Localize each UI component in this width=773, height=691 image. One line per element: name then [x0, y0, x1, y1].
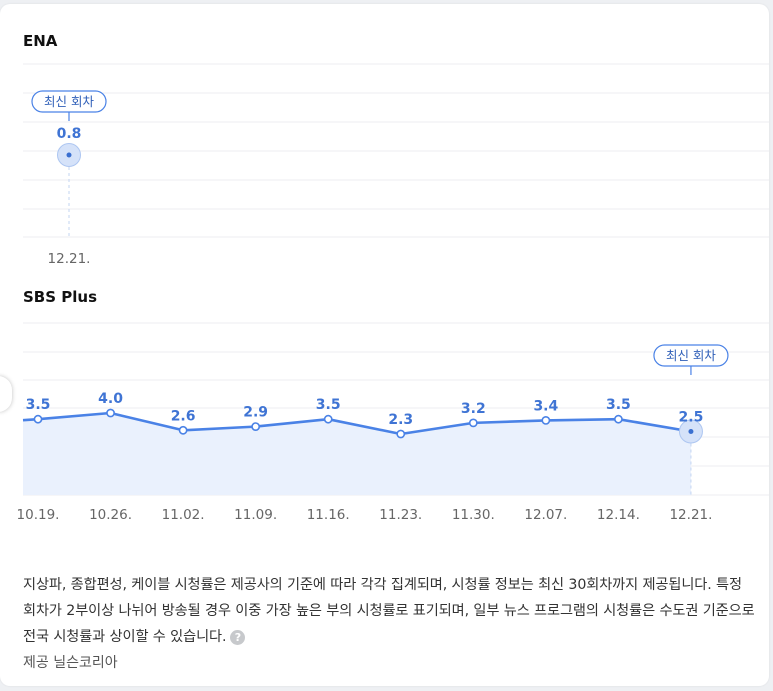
latest-episode-badge: 최신 회차 — [44, 94, 94, 109]
data-point — [614, 414, 623, 424]
data-label: 2.9 — [243, 405, 268, 421]
footnote-text: 지상파, 종합편성, 케이블 시청률은 제공사의 기준에 따라 각각 집계되며,… — [23, 577, 755, 645]
data-label: 2.6 — [171, 408, 196, 424]
x-tick-label: 10.19. — [17, 507, 60, 523]
x-tick-label: 12.21. — [669, 507, 712, 523]
latest-point — [688, 429, 694, 435]
data-provider: 제공 닐슨코리아 — [23, 655, 118, 671]
ratings-card: ENA 최신 회차 0.8 12.21. SBS Plus 최신 회차 3.5 10.1… — [0, 4, 769, 686]
latest-episode-badge: 최신 회차 — [666, 348, 716, 363]
data-label: 3.5 — [606, 397, 631, 413]
data-point — [106, 408, 115, 418]
data-label: 2.3 — [388, 412, 413, 428]
ena-chart-title: ENA — [23, 32, 58, 50]
x-tick-label: 12.07. — [524, 507, 567, 523]
data-point — [33, 414, 43, 424]
x-tick-label: 11.16. — [307, 507, 350, 523]
sbs-chart-title: SBS Plus — [23, 288, 98, 306]
x-tick-label: 12.21. — [48, 251, 91, 267]
data-point — [178, 425, 188, 435]
data-point — [396, 429, 406, 439]
data-label: 3.5 — [316, 397, 341, 413]
x-tick-label: 11.30. — [452, 507, 495, 523]
sbs-chart: 최신 회차 3.5 10.19. 4.0 10.26. 2.6 11.02. 2.9 11.09… — [17, 322, 769, 523]
data-label: 3.4 — [533, 398, 558, 414]
x-tick-label: 11.09. — [234, 507, 277, 523]
x-tick-label: 11.02. — [162, 507, 205, 523]
data-point — [323, 414, 333, 424]
ratings-footnote: 지상파, 종합편성, 케이블 시청률은 제공사의 기준에 따라 각각 집계되며,… — [23, 572, 759, 650]
data-label: 0.8 — [57, 126, 82, 142]
data-label: 4.0 — [98, 391, 123, 407]
data-label: 3.5 — [26, 397, 51, 413]
data-label: 2.5 — [679, 410, 704, 426]
latest-point — [66, 152, 72, 158]
x-tick-label: 11.23. — [379, 507, 422, 523]
x-tick-label: 12.14. — [597, 507, 640, 523]
data-point — [541, 416, 551, 425]
x-tick-label: 10.26. — [89, 507, 132, 523]
data-point — [251, 422, 261, 431]
data-label: 3.2 — [461, 401, 486, 417]
series-area — [23, 413, 691, 495]
ena-chart: 최신 회차 0.8 12.21. — [23, 63, 769, 267]
chart-scroll-left-button[interactable] — [0, 376, 12, 412]
question-icon[interactable]: ? — [230, 629, 246, 645]
data-point — [468, 418, 478, 428]
